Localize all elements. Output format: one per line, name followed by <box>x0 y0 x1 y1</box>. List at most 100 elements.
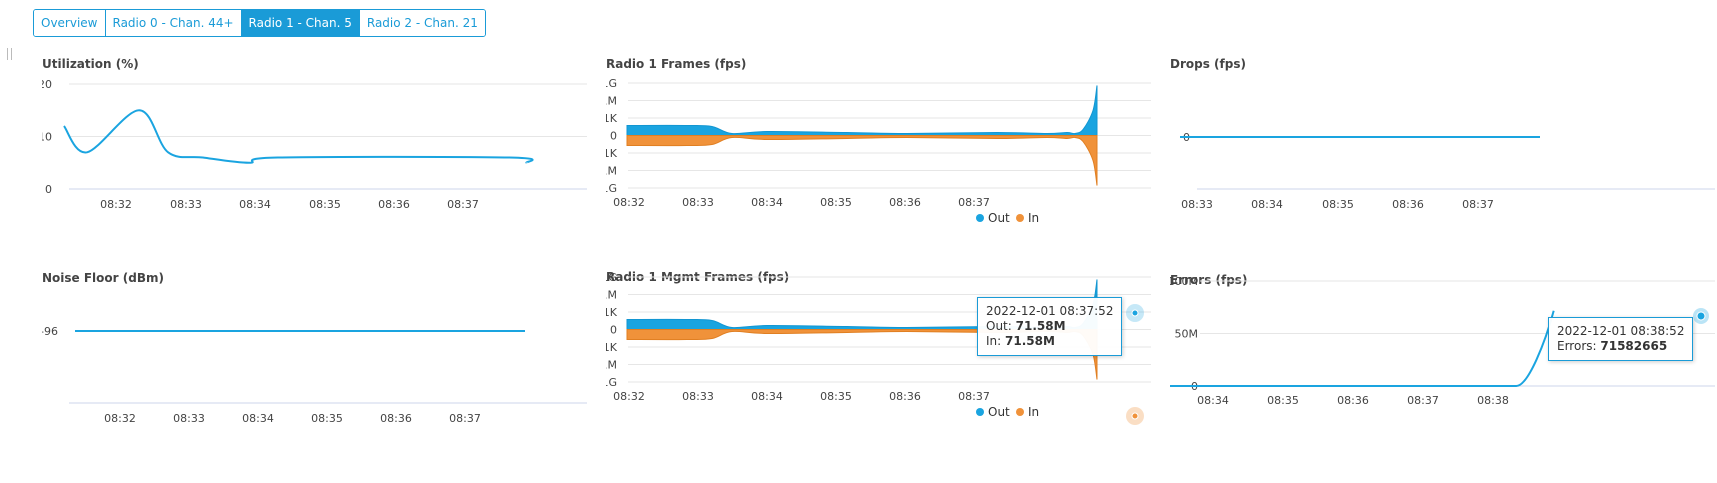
radio1-frames-chart: Radio 1 Frames (fps) 1G 1M 1K 0 1K 1M 1G 08:32… <box>606 57 1151 257</box>
x-tick-label: 08:35 <box>1322 198 1354 211</box>
x-tick-label: 08:35 <box>311 412 343 425</box>
y-tick-label: 1G <box>606 271 617 284</box>
x-tick-label: 08:34 <box>751 196 783 209</box>
tooltip: 2022-12-01 08:38:52 Errors: 71582665 <box>1548 317 1694 361</box>
x-tick-label: 08:37 <box>1462 198 1494 211</box>
chart-title: Errors (fps) <box>1170 273 1248 287</box>
legend-in-label[interactable]: In <box>1028 211 1039 225</box>
y-tick-label: 20 <box>42 78 52 91</box>
radio1-mgmt-frames-chart: Radio 1 Mgmt Frames (fps) 1G1M1K01K1M1G … <box>606 270 1151 475</box>
x-tick-label: 08:33 <box>170 198 202 211</box>
legend-out-label[interactable]: Out <box>988 405 1010 419</box>
x-tick-label: 08:32 <box>613 196 645 209</box>
x-tick-label: 08:37 <box>958 390 990 403</box>
chart-title: Noise Floor (dBm) <box>42 271 164 285</box>
drops-chart: Drops (fps) 0 08:3208:3308:3408:3508:360… <box>1170 57 1715 237</box>
radio1-frames-plot: 1G 1M 1K 0 1K 1M 1G 08:32 08:33 08:34 08:35 08:36 0… <box>606 77 1151 225</box>
legend-out-swatch <box>976 214 984 222</box>
x-tick-label: 08:34 <box>1197 394 1229 407</box>
x-tick-label: 08:33 <box>682 196 714 209</box>
tooltip-errors-label: Errors: <box>1557 339 1597 353</box>
x-tick-label: 08:33 <box>1181 198 1213 211</box>
y-tick-label: 1G <box>606 77 617 90</box>
x-tick-label: 08:34 <box>239 198 271 211</box>
y-tick-label: 1K <box>606 147 618 160</box>
x-tick-label: 08:34 <box>1251 198 1283 211</box>
x-tick-label: 08:35 <box>1267 394 1299 407</box>
tooltip-out: Out: 71.58M <box>986 319 1113 334</box>
x-tick-label: 08:38 <box>1477 394 1509 407</box>
y-tick-label: -96 <box>42 325 58 338</box>
chart-title: Utilization (%) <box>42 57 139 71</box>
y-tick-label: 100M <box>1170 275 1198 288</box>
x-tick-label: 08:36 <box>889 196 921 209</box>
in-area <box>626 135 1098 186</box>
y-tick-label: 1K <box>606 341 618 354</box>
utilization-plot: 20 10 0 08:32 08:33 08:34 08:35 08:36 08:37 <box>42 78 587 211</box>
y-tick-label: 1G <box>606 376 617 389</box>
noise-floor-chart: Noise Floor (dBm) -96 08:32 08:33 08:34 08:… <box>42 271 587 451</box>
legend-out-swatch <box>976 408 984 416</box>
tooltip-in-value: 71.58M <box>1005 334 1055 348</box>
legend-in-label[interactable]: In <box>1028 405 1039 419</box>
x-tick-label: 08:32 <box>100 198 132 211</box>
tooltip-in-label: In: <box>986 334 1002 348</box>
y-tick-label: 0 <box>45 183 52 196</box>
hover-point-out <box>1131 309 1139 317</box>
x-tick-label: 08:35 <box>309 198 341 211</box>
tab-overview[interactable]: Overview <box>34 10 106 36</box>
y-tick-label: 50M <box>1175 328 1199 341</box>
x-tick-label: 08:32 <box>104 412 136 425</box>
chart-title: Drops (fps) <box>1170 57 1246 71</box>
x-tick-label: 08:33 <box>173 412 205 425</box>
tab-radio-1[interactable]: Radio 1 - Chan. 5 <box>241 10 360 36</box>
y-tick-label: 1G <box>606 182 617 195</box>
x-tick-label: 08:34 <box>242 412 274 425</box>
radio1-mgmt-frames-plot: 1G 1M 1K 0 1K 1M 1G 08:32 08:33 08:34 08:35 08:36 0… <box>606 271 1151 425</box>
x-tick-label: 08:33 <box>682 390 714 403</box>
y-tick-label: 10 <box>42 131 52 144</box>
x-tick-label: 08:36 <box>1337 394 1369 407</box>
series-line <box>1170 310 1555 387</box>
y-tick-label: 1M <box>606 95 617 108</box>
y-tick-label: 1K <box>606 306 618 319</box>
x-tick-label: 08:36 <box>380 412 412 425</box>
y-tick-label: 1M <box>606 289 617 302</box>
noise-floor-plot: -96 08:32 08:33 08:34 08:35 08:36 08:37 <box>42 325 587 425</box>
tooltip: 2022-12-01 08:37:52 Out: 71.58M In: 71.5… <box>977 297 1123 356</box>
tooltip-time: 2022-12-01 08:37:52 <box>986 304 1114 318</box>
y-tick-label: 0 <box>610 324 617 337</box>
x-tick-label: 08:37 <box>958 196 990 209</box>
tab-radio-0[interactable]: Radio 0 - Chan. 44+ <box>105 10 242 36</box>
tooltip-time: 2022-12-01 08:38:52 <box>1557 324 1685 338</box>
hover-point-in <box>1131 412 1139 420</box>
tab-bar: Overview Radio 0 - Chan. 44+ Radio 1 - C… <box>33 9 486 37</box>
tooltip-in: In: 71.58M <box>986 334 1113 349</box>
legend-in-swatch <box>1016 408 1024 416</box>
x-tick-label: 08:36 <box>378 198 410 211</box>
utilization-chart: Utilization (%) 20 10 0 08:32 08:33 08:34 08:… <box>42 57 587 237</box>
x-tick-label: 08:32 <box>613 390 645 403</box>
legend-in-swatch <box>1016 214 1024 222</box>
y-tick-label: 1M <box>606 359 617 372</box>
tooltip-out-label: Out: <box>986 319 1012 333</box>
out-area <box>626 85 1098 136</box>
x-tick-label: 08:37 <box>449 412 481 425</box>
tooltip-errors: Errors: 71582665 <box>1557 339 1684 354</box>
x-tick-label: 08:36 <box>889 390 921 403</box>
chart-title: Radio 1 Frames (fps) <box>606 57 747 71</box>
series-line <box>63 109 534 164</box>
hover-point <box>1696 311 1706 321</box>
tooltip-out-value: 71.58M <box>1015 319 1066 333</box>
y-tick-label: 1M <box>606 165 617 178</box>
tab-radio-2[interactable]: Radio 2 - Chan. 21 <box>359 10 485 36</box>
x-tick-label: 08:37 <box>447 198 479 211</box>
x-tick-label: 08:36 <box>1392 198 1424 211</box>
resize-handle[interactable] <box>7 48 12 60</box>
x-tick-label: 08:35 <box>820 196 852 209</box>
tooltip-errors-value: 71582665 <box>1600 339 1668 353</box>
legend-out-label[interactable]: Out <box>988 211 1010 225</box>
